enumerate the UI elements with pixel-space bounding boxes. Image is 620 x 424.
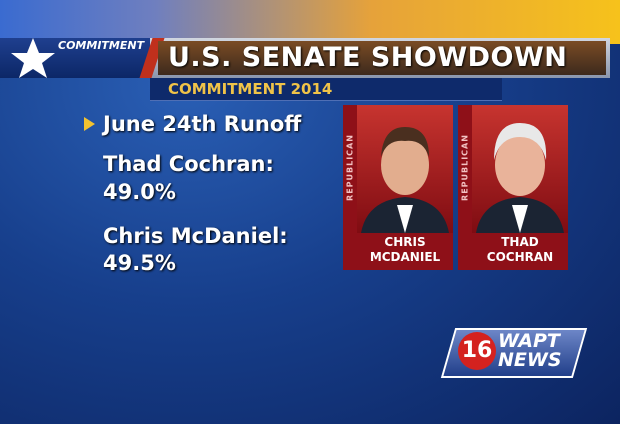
logo-number: 16 bbox=[458, 332, 496, 370]
candidate-photo bbox=[472, 105, 568, 233]
result-value: 49.5% bbox=[103, 251, 176, 275]
party-label: REPUBLICAN bbox=[345, 134, 355, 201]
subtitle-bar bbox=[150, 78, 502, 101]
result-name: Chris McDaniel: bbox=[103, 224, 288, 248]
bullet-icon bbox=[84, 117, 95, 131]
name-line: COCHRAN bbox=[486, 250, 554, 264]
logo-word: NEWS bbox=[498, 349, 562, 371]
result-name: Thad Cochran: bbox=[103, 152, 274, 176]
candidate-name: CHRIS MCDANIEL bbox=[357, 235, 453, 265]
banner-title: U.S. SENATE SHOWDOWN bbox=[168, 42, 568, 73]
party-label: REPUBLICAN bbox=[460, 134, 470, 201]
candidate-card: REPUBLICAN THAD COCHRAN bbox=[458, 105, 568, 270]
star-icon bbox=[11, 38, 55, 78]
name-line: CHRIS bbox=[384, 235, 426, 249]
result-value: 49.0% bbox=[103, 180, 176, 204]
candidate-card: REPUBLICAN CHRIS MCDANIEL bbox=[343, 105, 453, 270]
banner-title-bg bbox=[158, 41, 606, 75]
name-line: THAD bbox=[501, 235, 539, 249]
headline: June 24th Runoff bbox=[103, 112, 302, 136]
logo-station: WAPT bbox=[498, 330, 560, 352]
banner-tag: COMMITMENT bbox=[58, 39, 145, 52]
station-logo: 16 WAPT NEWS bbox=[440, 322, 588, 384]
sky-background bbox=[0, 0, 620, 44]
candidate-photo bbox=[357, 105, 453, 233]
name-line: MCDANIEL bbox=[369, 250, 441, 264]
candidate-name: THAD COCHRAN bbox=[472, 235, 568, 265]
banner-subtitle: COMMITMENT 2014 bbox=[168, 80, 333, 98]
